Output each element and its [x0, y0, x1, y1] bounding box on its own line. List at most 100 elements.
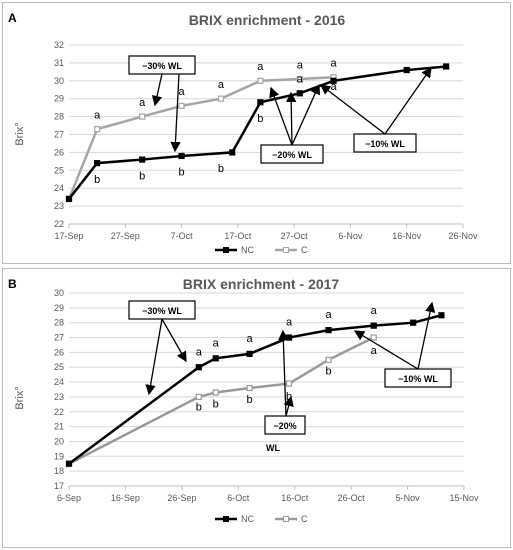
significance-letter: a [286, 317, 293, 329]
y-tick-label: 26 [54, 347, 64, 357]
significance-letter: a [326, 309, 333, 321]
x-tick-label: 26-Oct [338, 493, 366, 503]
data-point-nc [296, 90, 303, 97]
series-line-c [67, 75, 334, 200]
callout-arrow [161, 318, 187, 363]
y-tick-label: 22 [54, 407, 64, 417]
data-point-nc [195, 364, 202, 371]
y-tick-label: 31 [54, 58, 64, 68]
significance-letter: a [371, 305, 378, 317]
y-tick-label: 32 [54, 40, 64, 50]
x-tick-label: 6-Nov [338, 231, 363, 241]
data-point-nc [330, 77, 337, 84]
y-tick-label: 26 [54, 147, 64, 157]
callout-box [384, 368, 452, 388]
data-point-nc [65, 460, 73, 467]
callout-arrow [269, 86, 293, 146]
y-tick-label: 22 [54, 219, 64, 229]
data-point-c [178, 102, 185, 109]
data-point-nc [443, 63, 450, 70]
significance-letter: b [139, 170, 145, 182]
x-tick-label: 6-Oct [227, 493, 250, 503]
callout-arrow [278, 329, 289, 417]
legend-label-nc: NC [241, 514, 254, 524]
callout-arrow [285, 91, 297, 146]
data-point-nc [139, 156, 146, 163]
data-point-c [257, 77, 264, 84]
significance-letter: a [179, 86, 186, 98]
data-point-nc [178, 152, 185, 160]
significance-letter: a [297, 74, 304, 86]
y-tick-label: 27 [54, 130, 64, 140]
legend-marker-c [283, 247, 289, 253]
callout-arrow [319, 84, 386, 135]
significance-letter: a [297, 59, 304, 71]
y-tick-label: 27 [54, 333, 64, 343]
significance-letter: b [218, 163, 224, 175]
significance-letter: a [257, 61, 264, 73]
significance-letter: b [179, 167, 185, 179]
chart-a-ylabel: Brix° [14, 122, 26, 145]
y-tick-label: 17 [54, 481, 64, 491]
callout-label: −20% WL [272, 150, 312, 160]
callout-box [353, 133, 417, 153]
callout-label: −10% WL [398, 374, 438, 384]
significance-letter: a [330, 81, 337, 93]
callout-label: −30% WL [142, 61, 182, 71]
chart-b-svg: B BRIX enrichment - 2017 Brix° 17 18 19 20 2… [8, 276, 479, 524]
y-tick-label: 28 [54, 112, 64, 122]
x-tick-label: 16-Nov [392, 231, 422, 241]
data-point-nc [370, 322, 377, 329]
y-tick-label: 23 [54, 201, 64, 211]
data-point-c [195, 393, 202, 401]
legend-label-c: C [301, 514, 308, 524]
x-tick-label: 15-Nov [449, 493, 479, 503]
x-tick-label: 27-Oct [281, 231, 309, 241]
significance-letter: a [213, 337, 220, 349]
y-tick-label: 24 [54, 377, 64, 387]
data-point-nc [246, 350, 253, 357]
data-point-nc [438, 312, 445, 319]
legend-marker-nc [223, 516, 229, 522]
significance-letter: b [326, 366, 332, 378]
data-point-c [246, 384, 253, 392]
callout-label: −10% WL [365, 139, 405, 149]
significance-letter: a [247, 333, 254, 345]
y-tick-label: 23 [54, 392, 64, 402]
data-point-nc [285, 334, 293, 341]
y-tick-label: 30 [54, 288, 64, 298]
x-tick-label: 17-Oct [224, 231, 252, 241]
callout-arrow [151, 73, 163, 107]
x-tick-label: 16-Oct [281, 493, 309, 503]
chart-b-ylabel: Brix° [14, 386, 26, 409]
panel-letter-a: A [8, 11, 17, 25]
callout-label: −20% [273, 421, 296, 431]
callout-arrow [170, 73, 181, 153]
significance-letter: b [247, 394, 253, 406]
y-tick-label: 28 [54, 318, 64, 328]
data-point-nc [410, 319, 417, 326]
data-point-c [139, 113, 146, 120]
x-tick-label: 7-Oct [171, 231, 194, 241]
y-tick-label: 24 [54, 183, 64, 193]
x-tick-label: 16-Sep [111, 493, 140, 503]
callout-label: WL [266, 443, 280, 453]
y-tick-label: 25 [54, 165, 64, 175]
callout-arrow [384, 66, 432, 135]
chart-panel-a: A BRIX enrichment - 2016 Brix° 22 23 24 25 2… [2, 2, 511, 264]
data-point-c [212, 389, 219, 396]
data-point-nc [212, 355, 219, 362]
data-point-c [296, 75, 303, 83]
chart-a-title: BRIX enrichment - 2016 [189, 12, 346, 28]
significance-letter: b [257, 113, 263, 125]
x-tick-label: 5-Nov [396, 493, 421, 503]
callout-arrow [417, 301, 436, 370]
significance-letter: a [94, 109, 101, 121]
y-tick-label: 25 [54, 362, 64, 372]
callout-label: −30% WL [142, 306, 182, 316]
y-tick-label: 29 [54, 303, 64, 313]
y-tick-label: 19 [54, 451, 64, 461]
data-point-nc [403, 66, 410, 74]
y-tick-label: 21 [54, 422, 64, 432]
callout-arrow [145, 318, 163, 396]
